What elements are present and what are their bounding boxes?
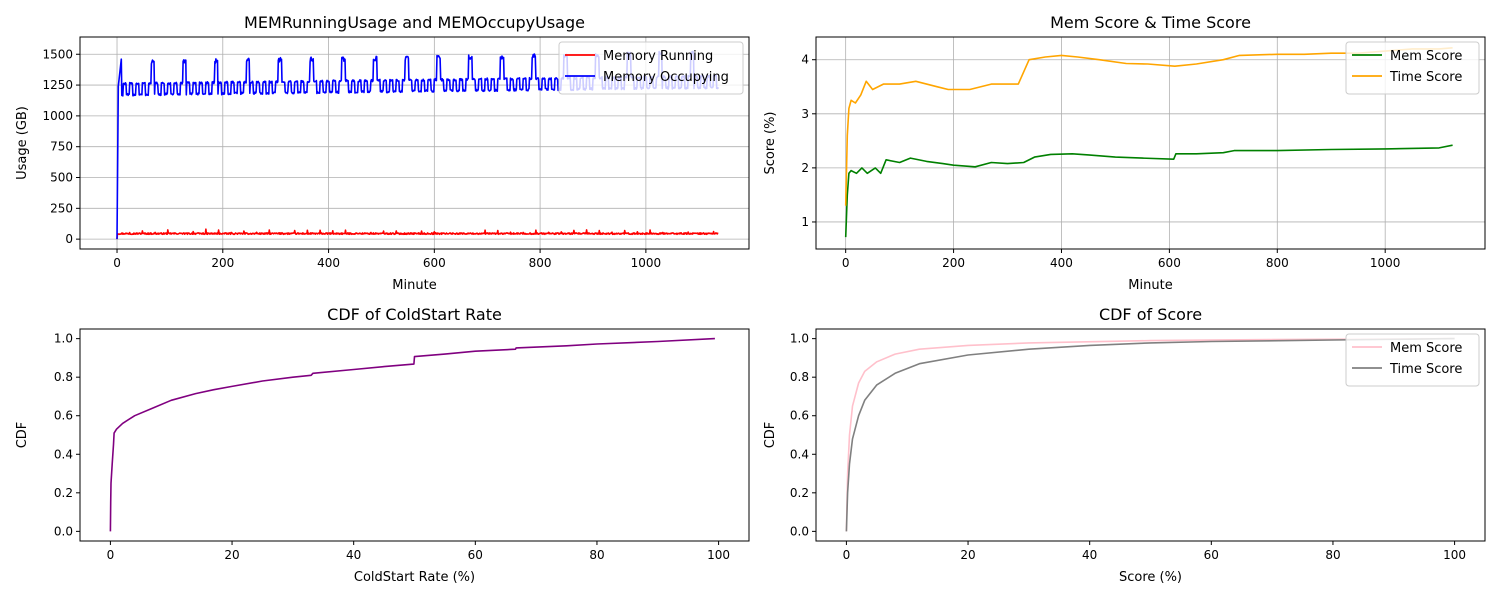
- x-tick-label: 0: [107, 548, 115, 562]
- y-axis-label: CDF: [15, 422, 30, 449]
- x-tick-label: 1000: [1370, 256, 1401, 270]
- series-line-mem-score: [844, 144, 1453, 238]
- y-tick-label: 750: [50, 140, 73, 154]
- legend: Mem Score Time Score: [1345, 333, 1480, 387]
- y-tick-label: 3: [801, 107, 809, 121]
- series-line-time-score: [845, 337, 1455, 532]
- y-tick-label: 0.6: [54, 409, 73, 423]
- chart-title: CDF of ColdStart Rate: [327, 305, 502, 324]
- subplot-1: 0 200 400 600 800 1000 0 250 500 750 1000 1250 1500 M…: [15, 13, 750, 293]
- y-tick-label: 0.6: [790, 409, 809, 423]
- legend: Mem Score Time Score: [1345, 41, 1480, 95]
- subplot-4: 0 20 40 60 80 100 0.0 0.2 0.4 0.6 0.8 1.0 CDF of Sco…: [763, 305, 1486, 585]
- chart-title: CDF of Score: [1099, 305, 1202, 324]
- series-line-memory-running: [116, 228, 719, 240]
- x-tick-label: 80: [589, 548, 604, 562]
- y-tick-label: 250: [50, 201, 73, 215]
- x-tick-label: 400: [1050, 256, 1073, 270]
- axes-frame: [79, 328, 750, 542]
- subplot-2: 0 200 400 600 800 1000 1 2 3 4 Mem Score & Time Sc…: [763, 13, 1486, 293]
- y-tick-label: 1500: [42, 47, 73, 61]
- chart-title: MEMRunningUsage and MEMOccupyUsage: [244, 13, 585, 32]
- y-tick-label: 1: [801, 215, 809, 229]
- x-tick-label: 1000: [631, 256, 662, 270]
- x-tick-label: 200: [211, 256, 234, 270]
- x-tick-label: 40: [1082, 548, 1097, 562]
- x-tick-label: 0: [842, 256, 850, 270]
- x-tick-label: 800: [529, 256, 552, 270]
- y-tick-label: 0.0: [790, 524, 809, 538]
- y-tick-label: 0.2: [54, 486, 73, 500]
- y-axis-label: Score (%): [763, 111, 778, 174]
- series-line-mem-score: [845, 337, 1455, 532]
- y-axis-label: Usage (GB): [15, 106, 30, 180]
- series-line-time-score: [844, 47, 1453, 206]
- y-tick-label: 1.0: [790, 332, 809, 346]
- legend-label: Time Score: [1389, 362, 1462, 377]
- x-tick-label: 20: [224, 548, 239, 562]
- y-tick-label: 0.2: [790, 486, 809, 500]
- legend-label: Mem Score: [1390, 49, 1462, 64]
- x-axis-label: Minute: [392, 278, 436, 293]
- x-tick-label: 200: [942, 256, 965, 270]
- axes-frame: [79, 36, 750, 250]
- y-tick-label: 4: [801, 53, 809, 67]
- x-tick-label: 0: [113, 256, 121, 270]
- x-tick-label: 0: [843, 548, 851, 562]
- x-tick-label: 60: [468, 548, 483, 562]
- y-tick-label: 0: [65, 232, 73, 246]
- y-tick-label: 500: [50, 171, 73, 185]
- x-tick-label: 600: [423, 256, 446, 270]
- legend-box: [558, 41, 744, 95]
- y-tick-label: 0.4: [54, 447, 73, 461]
- x-tick-label: 800: [1266, 256, 1289, 270]
- series-line-cdf: [109, 337, 715, 532]
- x-tick-label: 400: [317, 256, 340, 270]
- x-tick-label: 20: [960, 548, 975, 562]
- x-tick-label: 100: [707, 548, 730, 562]
- x-tick-label: 80: [1325, 548, 1340, 562]
- y-tick-label: 2: [801, 161, 809, 175]
- legend-label: Mem Score: [1390, 341, 1462, 356]
- legend-label: Time Score: [1389, 70, 1462, 85]
- x-tick-label: 600: [1158, 256, 1181, 270]
- y-tick-label: 0.4: [790, 447, 809, 461]
- x-tick-label: 100: [1443, 548, 1466, 562]
- y-tick-label: 1.0: [54, 332, 73, 346]
- axes-frame: [815, 36, 1486, 250]
- y-tick-label: 1000: [42, 109, 73, 123]
- y-tick-label: 0.8: [54, 370, 73, 384]
- x-axis-label: Score (%): [1119, 570, 1182, 585]
- x-axis-label: Minute: [1128, 278, 1172, 293]
- y-tick-label: 0.8: [790, 370, 809, 384]
- legend: Memory Running Memory Occupying: [558, 41, 744, 95]
- x-tick-label: 40: [346, 548, 361, 562]
- legend-label: Memory Occupying: [603, 70, 729, 85]
- y-tick-label: 1250: [42, 78, 73, 92]
- axes-frame: [815, 328, 1486, 542]
- y-tick-label: 0.0: [54, 524, 73, 538]
- chart-title: Mem Score & Time Score: [1050, 13, 1251, 32]
- x-axis-label: ColdStart Rate (%): [354, 570, 475, 585]
- x-tick-label: 60: [1204, 548, 1219, 562]
- legend-label: Memory Running: [603, 49, 713, 64]
- subplot-3: 0 20 40 60 80 100 0.0 0.2 0.4 0.6 0.8 1.0 CDF of Col…: [15, 305, 750, 585]
- y-axis-label: CDF: [763, 422, 778, 449]
